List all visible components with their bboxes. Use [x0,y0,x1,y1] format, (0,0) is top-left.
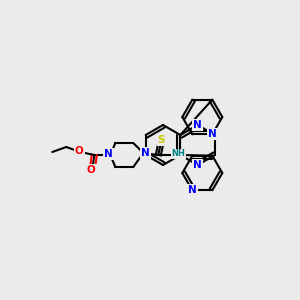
Text: N: N [208,129,217,139]
Text: O: O [87,165,96,175]
Text: NH: NH [171,149,185,158]
Text: N: N [193,120,202,130]
Text: N: N [193,160,202,170]
Text: O: O [75,146,84,156]
Text: S: S [158,135,165,145]
Text: N: N [104,149,113,159]
Text: N: N [141,148,150,158]
Text: N: N [188,185,197,195]
